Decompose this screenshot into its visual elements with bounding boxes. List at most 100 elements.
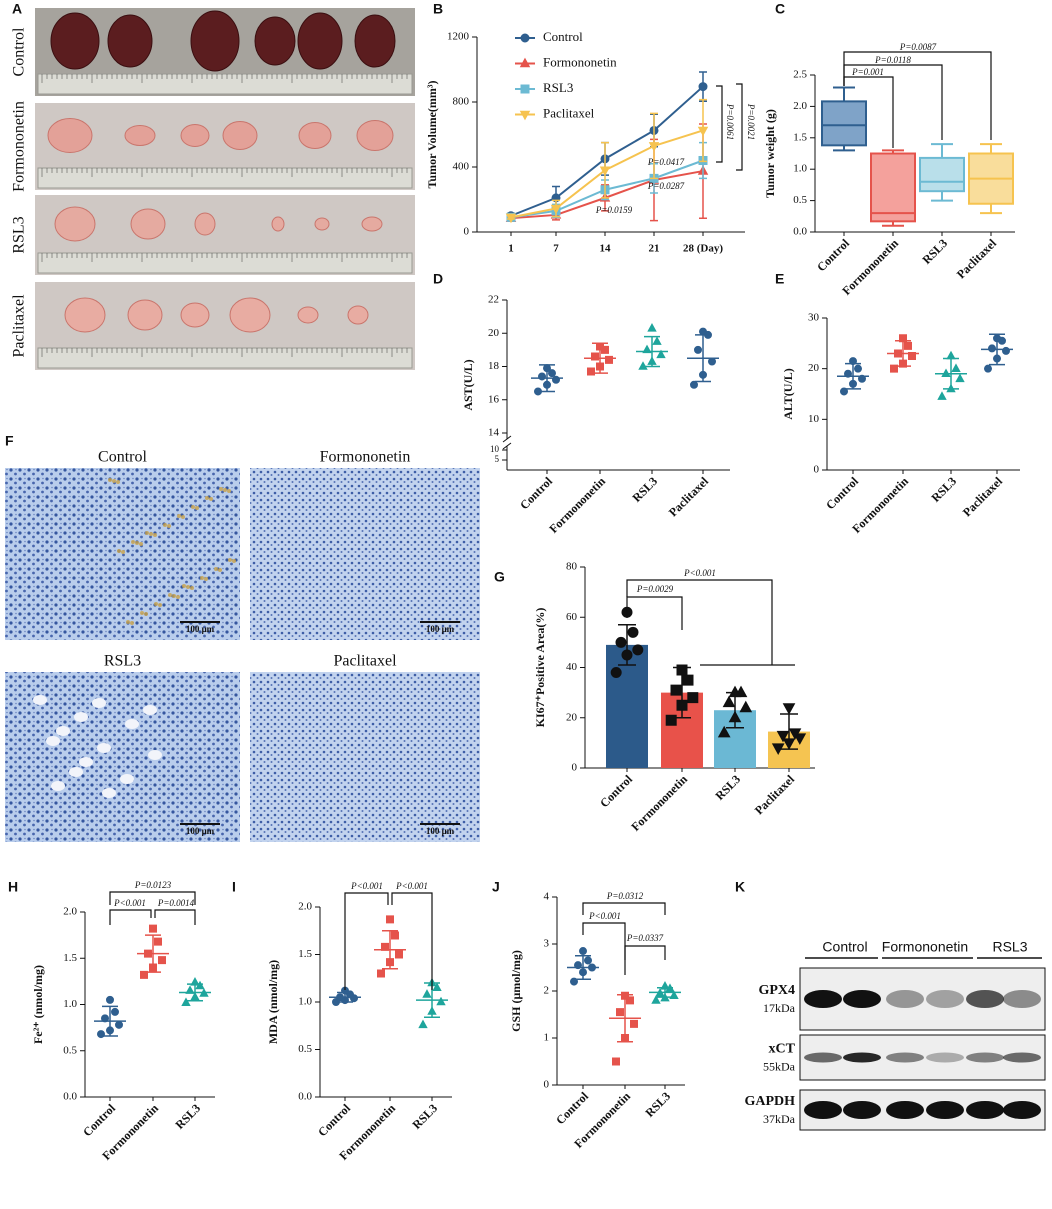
annotation: P=0.0287 <box>647 181 685 191</box>
error-bar <box>617 994 633 1043</box>
tumor <box>347 305 369 325</box>
tumor <box>297 12 343 70</box>
tumor <box>127 299 163 331</box>
stain <box>131 540 135 544</box>
error-bar <box>382 930 398 970</box>
stain <box>232 559 236 563</box>
y-tick-label: 18 <box>488 360 500 372</box>
data-point <box>676 699 688 711</box>
data-point <box>436 996 446 1006</box>
y-axis-title: KI67⁺Positive Area(%) <box>533 608 547 728</box>
y-axis-title: GSH (μmol/mg) <box>509 950 523 1032</box>
y-tick-label: 1.0 <box>793 163 807 175</box>
y-tick-label: 20 <box>808 362 820 374</box>
x-tick-label: Control <box>80 1101 118 1139</box>
significance-bracket <box>843 51 992 140</box>
vacuole <box>102 788 116 798</box>
data-point <box>149 924 157 933</box>
data-point <box>538 372 546 381</box>
vacuole <box>143 705 157 715</box>
stain <box>177 514 181 518</box>
data-point <box>687 692 699 704</box>
box <box>821 100 867 147</box>
annotation: P<0.001 <box>588 911 621 921</box>
data-point <box>154 937 162 946</box>
blot-band <box>1003 1052 1041 1063</box>
tumor <box>107 14 153 68</box>
vacuole <box>148 750 162 760</box>
y-tick-label: 0.5 <box>298 1043 312 1055</box>
y-tick-label: 4 <box>544 891 550 903</box>
panel-letter: G <box>494 569 505 585</box>
error-bar <box>592 342 608 374</box>
protein-size: 55kDa <box>763 1059 796 1073</box>
x-tick-label: RSL3 <box>642 1089 673 1120</box>
y-tick-label: 10 <box>490 444 500 454</box>
tumor <box>222 121 258 150</box>
annotation: P=0.0021 <box>746 103 756 140</box>
y-tick-label: 0.0 <box>298 1091 312 1103</box>
y-tick-label: 20 <box>566 711 578 723</box>
y-tick-label: 2.0 <box>298 901 312 913</box>
data-point <box>858 374 866 383</box>
x-tick-label: Control <box>814 236 852 274</box>
protein-label: GAPDH <box>744 1094 795 1109</box>
micrograph <box>5 468 240 640</box>
tumor <box>190 10 240 72</box>
x-tick-label: Paclitaxel <box>954 236 1000 282</box>
stain <box>149 532 153 536</box>
significance-bracket <box>624 945 666 975</box>
stain <box>130 621 134 625</box>
stain <box>219 487 223 491</box>
annotation: P<0.001 <box>395 881 428 891</box>
legend-label: Paclitaxel <box>543 105 595 120</box>
axis-break <box>502 435 512 450</box>
data-point <box>584 956 592 965</box>
protein-label: GPX4 <box>758 983 795 998</box>
data-point <box>670 684 682 696</box>
data-point <box>844 369 852 378</box>
data-point <box>697 126 709 137</box>
y-tick-label: 40 <box>566 661 578 673</box>
blot-band <box>886 990 924 1008</box>
stain <box>139 542 143 546</box>
x-tick-label: 1 <box>508 243 514 255</box>
data-point <box>615 636 627 648</box>
significance-bracket <box>736 83 743 171</box>
x-tick-label: Control <box>597 772 635 810</box>
y-tick-label: 800 <box>453 96 470 108</box>
x-tick-label: Formononetin <box>546 474 608 536</box>
blot-band <box>926 1101 964 1119</box>
data-point <box>630 1019 638 1028</box>
error-bar <box>102 1005 118 1037</box>
x-tick-label: RSL3 <box>172 1101 203 1132</box>
data-point <box>782 703 796 715</box>
stain <box>145 531 149 535</box>
panel-letter: C <box>775 1 785 17</box>
y-tick-label: 1.5 <box>63 952 77 964</box>
micrograph-label: Formononetin <box>320 449 411 466</box>
significance-bracket <box>716 85 723 163</box>
data-point <box>690 380 698 389</box>
data-point <box>854 364 862 373</box>
data-point <box>181 997 191 1006</box>
y-tick-label: 1.0 <box>63 998 77 1010</box>
error-bar <box>845 362 861 390</box>
annotation: P=0.0123 <box>134 880 172 890</box>
x-tick-label: Paclitaxel <box>666 474 712 520</box>
x-tick-label: Control <box>315 1101 353 1139</box>
stain <box>108 478 112 482</box>
data-point <box>647 323 657 332</box>
stain <box>172 594 176 598</box>
data-point <box>418 1019 428 1029</box>
stain <box>209 497 213 501</box>
annotation: P=0.0029 <box>636 584 674 594</box>
y-tick-label: 1200 <box>447 31 470 43</box>
stain <box>158 603 162 607</box>
y-tick-label: 80 <box>566 561 578 573</box>
ruler <box>37 167 413 189</box>
blot-band <box>966 1052 1004 1063</box>
x-tick-label: Control <box>823 474 861 512</box>
data-point <box>728 710 742 723</box>
